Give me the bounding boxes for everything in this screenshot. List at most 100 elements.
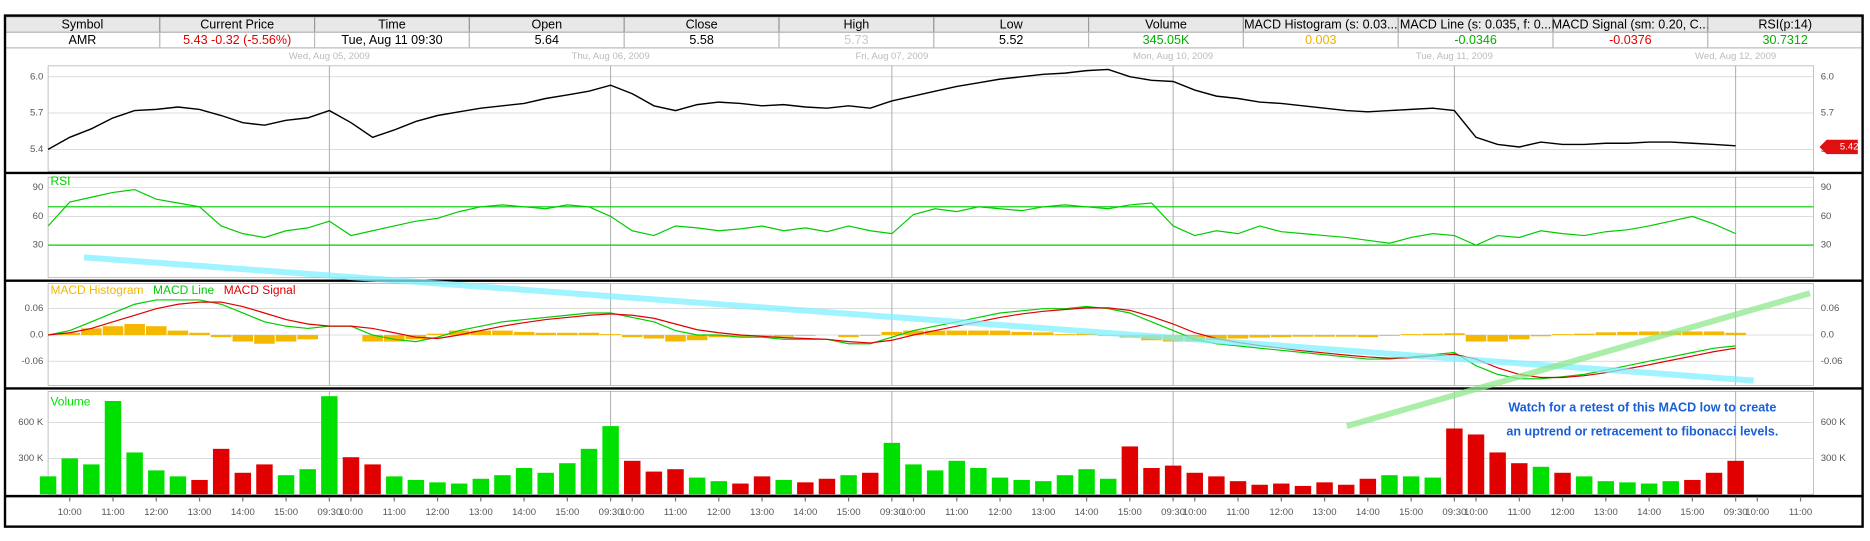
- last-price-tag: [1819, 139, 1858, 155]
- column-header: RSI(p:14): [1758, 17, 1812, 31]
- column-header: MACD Line (s: 0.035, f: 0...: [1400, 17, 1551, 31]
- histogram-bar: [1703, 331, 1725, 335]
- volume-bar: [472, 478, 490, 495]
- legend-entry: MACD Line: [153, 283, 214, 297]
- volume-bar: [1035, 481, 1052, 495]
- column-header: Time: [378, 17, 405, 31]
- x-tick-label: 10:00: [902, 507, 926, 518]
- volume-bar: [732, 483, 749, 495]
- volume-bar: [1511, 463, 1528, 495]
- histogram-bar: [730, 334, 751, 338]
- volume-bar: [126, 452, 143, 495]
- volume-bar: [277, 475, 295, 495]
- histogram-bar: [145, 326, 167, 335]
- volume-bar: [926, 470, 944, 495]
- y-tick-label: 300 K: [18, 453, 44, 464]
- x-tick-label: 11:00: [945, 507, 968, 518]
- trend-line: [83, 254, 1754, 384]
- x-tick-label: 12:00: [707, 507, 731, 518]
- y-tick-label: -0.06: [1821, 356, 1843, 367]
- volume-bar: [1705, 472, 1723, 495]
- volume-bar: [1446, 428, 1463, 495]
- y-tick-label: 30: [1821, 240, 1832, 251]
- histogram-bar: [1509, 334, 1530, 340]
- volume-bar: [1727, 460, 1744, 495]
- volume-bar: [515, 467, 533, 495]
- histogram-bar: [1271, 334, 1292, 338]
- column-header: Current Price: [200, 17, 274, 31]
- macd-signal: [48, 301, 1736, 379]
- column-value: AMR: [68, 33, 96, 47]
- histogram-bar: [1033, 332, 1054, 335]
- rsi-line: [47, 188, 1736, 246]
- histogram-bar: [1595, 332, 1617, 335]
- column-value: 0.003: [1305, 33, 1336, 47]
- panel: [47, 65, 1814, 172]
- x-tick-label: 14:00: [1356, 507, 1380, 518]
- annotation: Watch for a retest of this MACD low to c…: [1508, 400, 1776, 414]
- x-tick-label: 13:00: [1031, 507, 1055, 518]
- histogram-bar: [1682, 331, 1703, 335]
- histogram-bar: [362, 334, 383, 342]
- histogram-bar: [1552, 334, 1573, 335]
- histogram-bar: [1465, 334, 1487, 342]
- volume-bar: [148, 470, 165, 495]
- column-value: 345.05K: [1143, 33, 1190, 47]
- column-header: Volume: [1145, 17, 1187, 31]
- histogram-bar: [1054, 334, 1076, 335]
- histogram-bar: [427, 333, 448, 335]
- volume-bar: [775, 479, 792, 495]
- y-tick-label: 0.06: [1821, 303, 1840, 314]
- histogram-bar: [1487, 334, 1508, 342]
- histogram-bar: [1292, 334, 1314, 337]
- histogram-bar: [448, 330, 470, 335]
- panel: [47, 176, 1814, 279]
- volume-bar: [970, 467, 987, 495]
- volume-bar: [104, 400, 122, 495]
- x-tick-label: 12:00: [426, 507, 450, 518]
- histogram-bar: [59, 332, 81, 335]
- x-tick-label: 13:00: [469, 507, 493, 518]
- histogram-bar: [210, 334, 232, 338]
- x-tick-label: 13:00: [1594, 507, 1618, 518]
- volume-bar: [39, 476, 57, 495]
- column-value: Tue, Aug 11 09:30: [341, 33, 442, 47]
- x-tick-label: 11:00: [383, 507, 406, 518]
- histogram-bar: [1249, 334, 1270, 338]
- x-tick-label: 10:00: [339, 507, 363, 518]
- x-tick-label: 11:00: [1789, 507, 1812, 518]
- volume-bar: [667, 469, 684, 495]
- column-value: -0.0376: [1609, 33, 1652, 47]
- histogram-bar: [773, 334, 794, 337]
- column-value: 5.58: [689, 33, 713, 47]
- y-tick-label: 90: [33, 182, 44, 193]
- x-tick-label: 10:00: [1464, 507, 1488, 518]
- histogram-bar: [297, 334, 318, 340]
- histogram-bar: [600, 334, 621, 335]
- volume-bar: [1143, 467, 1160, 495]
- histogram-bar: [1638, 331, 1660, 335]
- x-tick-label: 15:00: [1118, 507, 1142, 518]
- histogram-bar: [492, 330, 513, 335]
- date-label: Tue, Aug 11, 2009: [1416, 51, 1493, 62]
- y-tick-label: 30: [33, 240, 44, 251]
- volume-bar: [169, 476, 187, 495]
- x-tick-label: 15:00: [1399, 507, 1423, 518]
- histogram-bar: [838, 334, 859, 338]
- column-header: Symbol: [61, 17, 103, 31]
- histogram-bar: [1335, 334, 1357, 337]
- column-header: MACD Signal (sm: 0.20, C...: [1552, 17, 1710, 31]
- histogram-bar: [968, 330, 989, 335]
- histogram-bar: [1357, 334, 1379, 338]
- y-tick-label: 600 K: [1821, 417, 1847, 428]
- frame: [3, 14, 1864, 528]
- volume-bar: [1467, 434, 1485, 495]
- data-marks: 5.42 RSI MACD Histogram MACD Line MACD Signa…: [39, 68, 1858, 495]
- y-tick-label: 6.0: [30, 71, 43, 82]
- histogram-bar: [189, 332, 210, 335]
- x-tick-label: 15:00: [555, 507, 579, 518]
- trend-line: [1345, 290, 1811, 429]
- legend-entry: MACD Histogram: [50, 283, 143, 297]
- volume-bar: [1337, 484, 1355, 495]
